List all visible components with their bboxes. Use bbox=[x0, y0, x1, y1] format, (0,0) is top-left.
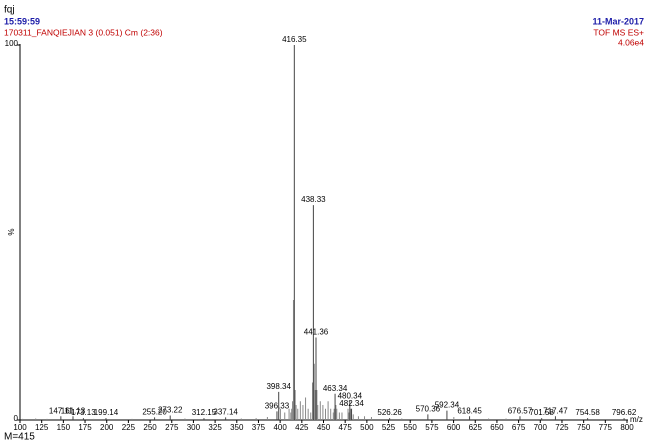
x-tick-label: 300 bbox=[187, 423, 201, 432]
peak-label: 676.57 bbox=[508, 406, 533, 415]
x-tick-label: 575 bbox=[425, 423, 439, 432]
x-tick-label: 250 bbox=[143, 423, 157, 432]
peak-label: 618.45 bbox=[457, 406, 482, 415]
x-tick-label: 625 bbox=[469, 423, 483, 432]
peak-label: 199.14 bbox=[94, 408, 119, 417]
x-tick-label: 700 bbox=[534, 423, 548, 432]
x-tick-label: 100 bbox=[13, 423, 27, 432]
x-tick-label: 550 bbox=[404, 423, 418, 432]
instrument: TOF MS ES+ bbox=[593, 27, 644, 37]
peak-label: 482.34 bbox=[339, 399, 364, 408]
x-tick-label: 200 bbox=[100, 423, 114, 432]
intensity: 4.06e4 bbox=[618, 37, 644, 47]
x-tick-label: 225 bbox=[122, 423, 136, 432]
x-tick-label: 400 bbox=[273, 423, 287, 432]
x-tick-label: 675 bbox=[512, 423, 526, 432]
x-tick-label: 475 bbox=[338, 423, 352, 432]
peak-label: 398.34 bbox=[266, 382, 291, 391]
peak-label: 570.36 bbox=[416, 404, 441, 413]
subtitle: 170311_FANQIEJIAN 3 (0.051) Cm (2:36) bbox=[4, 27, 163, 37]
x-tick-label: 725 bbox=[555, 423, 569, 432]
peak-label: 463.34 bbox=[323, 384, 348, 393]
x-tick-label: 500 bbox=[360, 423, 374, 432]
x-axis-label: m/z bbox=[630, 415, 643, 424]
peak-label: 161.13 bbox=[61, 406, 86, 415]
peak-label: 592.34 bbox=[435, 401, 460, 410]
x-tick-label: 125 bbox=[35, 423, 49, 432]
x-tick-label: 525 bbox=[382, 423, 396, 432]
peak-label: 312.15 bbox=[192, 408, 217, 417]
y-tick-label: 100 bbox=[5, 39, 19, 48]
annotation: M=415 bbox=[4, 432, 35, 443]
sample-name: fqj bbox=[4, 5, 15, 16]
peak-label: 526.26 bbox=[377, 408, 402, 417]
peak-label: 754.58 bbox=[575, 408, 600, 417]
peak-label: 796.62 bbox=[612, 408, 637, 417]
y-axis-label: % bbox=[7, 228, 16, 235]
x-tick-label: 650 bbox=[490, 423, 504, 432]
x-tick-label: 450 bbox=[317, 423, 331, 432]
acquisition-time: 15:59:59 bbox=[4, 16, 40, 26]
x-tick-label: 150 bbox=[57, 423, 71, 432]
peak-label: 147.11 bbox=[49, 406, 73, 415]
peak-label: 701.58 bbox=[529, 408, 554, 417]
x-tick-label: 425 bbox=[295, 423, 309, 432]
peak-label: 337.14 bbox=[213, 407, 238, 416]
x-tick-label: 750 bbox=[577, 423, 591, 432]
peak-label: 441.36 bbox=[304, 328, 329, 337]
peak-label: 480.34 bbox=[338, 391, 363, 400]
x-tick-label: 350 bbox=[230, 423, 244, 432]
x-tick-label: 600 bbox=[447, 423, 461, 432]
acquisition-date: 11-Mar-2017 bbox=[592, 16, 644, 26]
peak-label: 255.20 bbox=[142, 407, 167, 416]
x-tick-label: 275 bbox=[165, 423, 179, 432]
peak-label: 438.33 bbox=[301, 195, 326, 204]
x-tick-label: 775 bbox=[599, 423, 613, 432]
x-tick-label: 175 bbox=[78, 423, 92, 432]
peak-label: 717.47 bbox=[543, 406, 568, 415]
peak-label: 416.35 bbox=[282, 35, 307, 44]
peak-label: 396.33 bbox=[265, 401, 290, 410]
x-tick-label: 375 bbox=[252, 423, 266, 432]
peak-label: 273.22 bbox=[158, 406, 183, 415]
x-tick-label: 800 bbox=[620, 423, 634, 432]
x-tick-label: 325 bbox=[208, 423, 222, 432]
peak-label: 173.13 bbox=[71, 408, 96, 417]
y-tick-label: 0 bbox=[14, 414, 19, 423]
